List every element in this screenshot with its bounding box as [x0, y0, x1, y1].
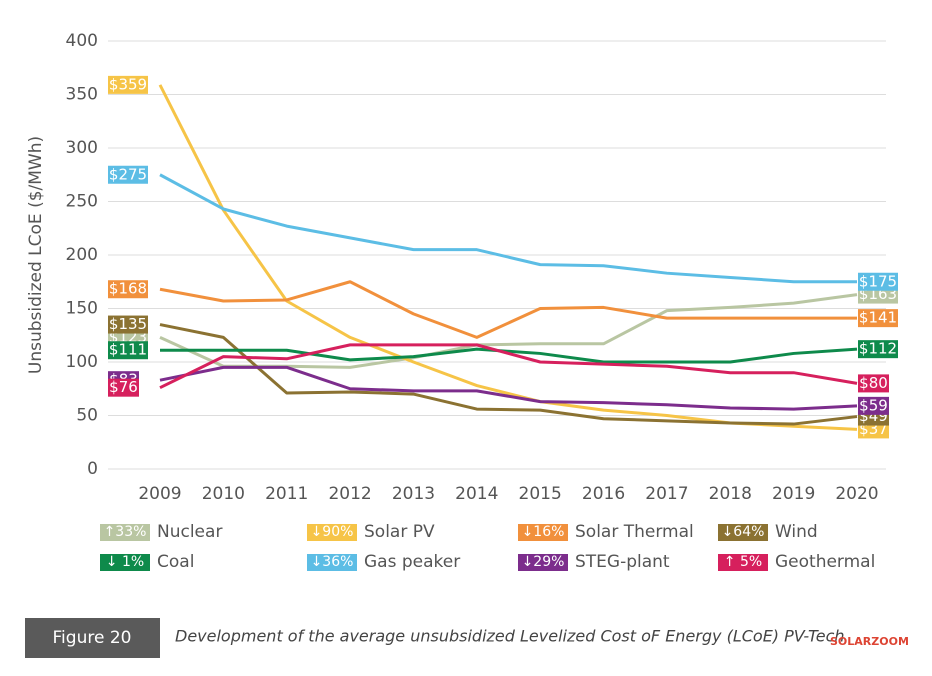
watermark: SOLARZOOM	[830, 635, 909, 648]
legend-badge	[307, 524, 357, 541]
value-label-box	[858, 272, 898, 291]
y-tick-label: 350	[66, 85, 98, 105]
legend-change: ↓29%	[522, 554, 565, 570]
y-tick-label: 400	[66, 31, 98, 51]
value-label: $168	[109, 280, 147, 298]
legend-badge	[718, 554, 768, 571]
y-tick-label: 100	[66, 352, 98, 372]
legend-badge	[100, 524, 150, 541]
x-tick-label: 2020	[835, 484, 878, 504]
value-label-box	[108, 378, 139, 397]
y-tick-label: 250	[66, 192, 98, 212]
value-label: $359	[109, 75, 147, 93]
value-label-box	[858, 340, 898, 359]
legend-label: Wind	[775, 522, 818, 542]
value-label: $135	[109, 315, 147, 333]
series-line	[159, 173, 857, 284]
value-label: $275	[109, 165, 147, 183]
value-label: $76	[109, 378, 138, 396]
value-label-box	[858, 396, 889, 415]
x-tick-label: 2013	[392, 484, 435, 504]
legend-badge	[307, 554, 357, 571]
y-tick-label: 50	[76, 406, 98, 426]
legend-label: Nuclear	[157, 522, 222, 542]
value-label-box	[858, 309, 898, 328]
value-label-box	[108, 75, 148, 94]
value-label-box	[108, 315, 148, 334]
value-label: $111	[109, 341, 147, 359]
value-label-box	[108, 165, 148, 184]
legend-badge	[100, 554, 150, 571]
series-line	[159, 323, 858, 426]
legend-label: Gas peaker	[364, 552, 460, 572]
legend-change: ↓ 1%	[106, 554, 144, 570]
x-tick-label: 2017	[645, 484, 688, 504]
legend-change: ↓36%	[311, 554, 354, 570]
legend-badge	[718, 524, 768, 541]
value-label: $112	[859, 340, 897, 358]
figure-box	[25, 618, 160, 658]
x-tick-label: 2019	[772, 484, 815, 504]
x-tick-label: 2015	[519, 484, 562, 504]
legend-label: Solar PV	[364, 522, 435, 542]
y-tick-label: 0	[87, 459, 98, 479]
legend-badge	[518, 554, 568, 571]
legend-change: ↑ 5%	[724, 554, 762, 570]
series-line	[159, 365, 858, 411]
y-tick-label: 150	[66, 299, 98, 319]
y-tick-label: 300	[66, 138, 98, 158]
x-tick-label: 2012	[328, 484, 371, 504]
value-label-box	[858, 374, 889, 393]
caption: Development of the average unsubsidized …	[175, 627, 845, 646]
value-label-box	[108, 341, 148, 360]
legend-badge	[518, 524, 568, 541]
x-tick-label: 2014	[455, 484, 498, 504]
series-line	[160, 347, 858, 364]
y-tick-label: 200	[66, 245, 98, 265]
x-tick-label: 2018	[709, 484, 752, 504]
legend-label: STEG-plant	[575, 552, 670, 572]
value-label: $59	[859, 396, 888, 414]
x-tick-label: 2010	[202, 484, 245, 504]
series-line	[159, 293, 858, 369]
x-tick-label: 2011	[265, 484, 308, 504]
legend-change: ↓90%	[311, 524, 354, 540]
x-tick-label: 2016	[582, 484, 625, 504]
value-label: $175	[859, 272, 897, 290]
value-label: $141	[859, 309, 897, 327]
legend-change: ↑33%	[104, 524, 147, 540]
legend-change: ↓64%	[722, 524, 765, 540]
legend-change: ↓16%	[522, 524, 565, 540]
legend-label: Geothermal	[775, 552, 875, 572]
series-line	[159, 280, 857, 339]
value-label: $80	[859, 374, 888, 392]
y-axis-label: Unsubsidized LCoE ($/MWh)	[26, 136, 46, 374]
series-line	[159, 343, 858, 390]
legend-label: Solar Thermal	[575, 522, 694, 542]
figure-number: Figure 20	[53, 628, 132, 648]
legend-label: Coal	[157, 552, 194, 572]
x-tick-label: 2009	[138, 484, 181, 504]
value-label-box	[108, 280, 148, 299]
